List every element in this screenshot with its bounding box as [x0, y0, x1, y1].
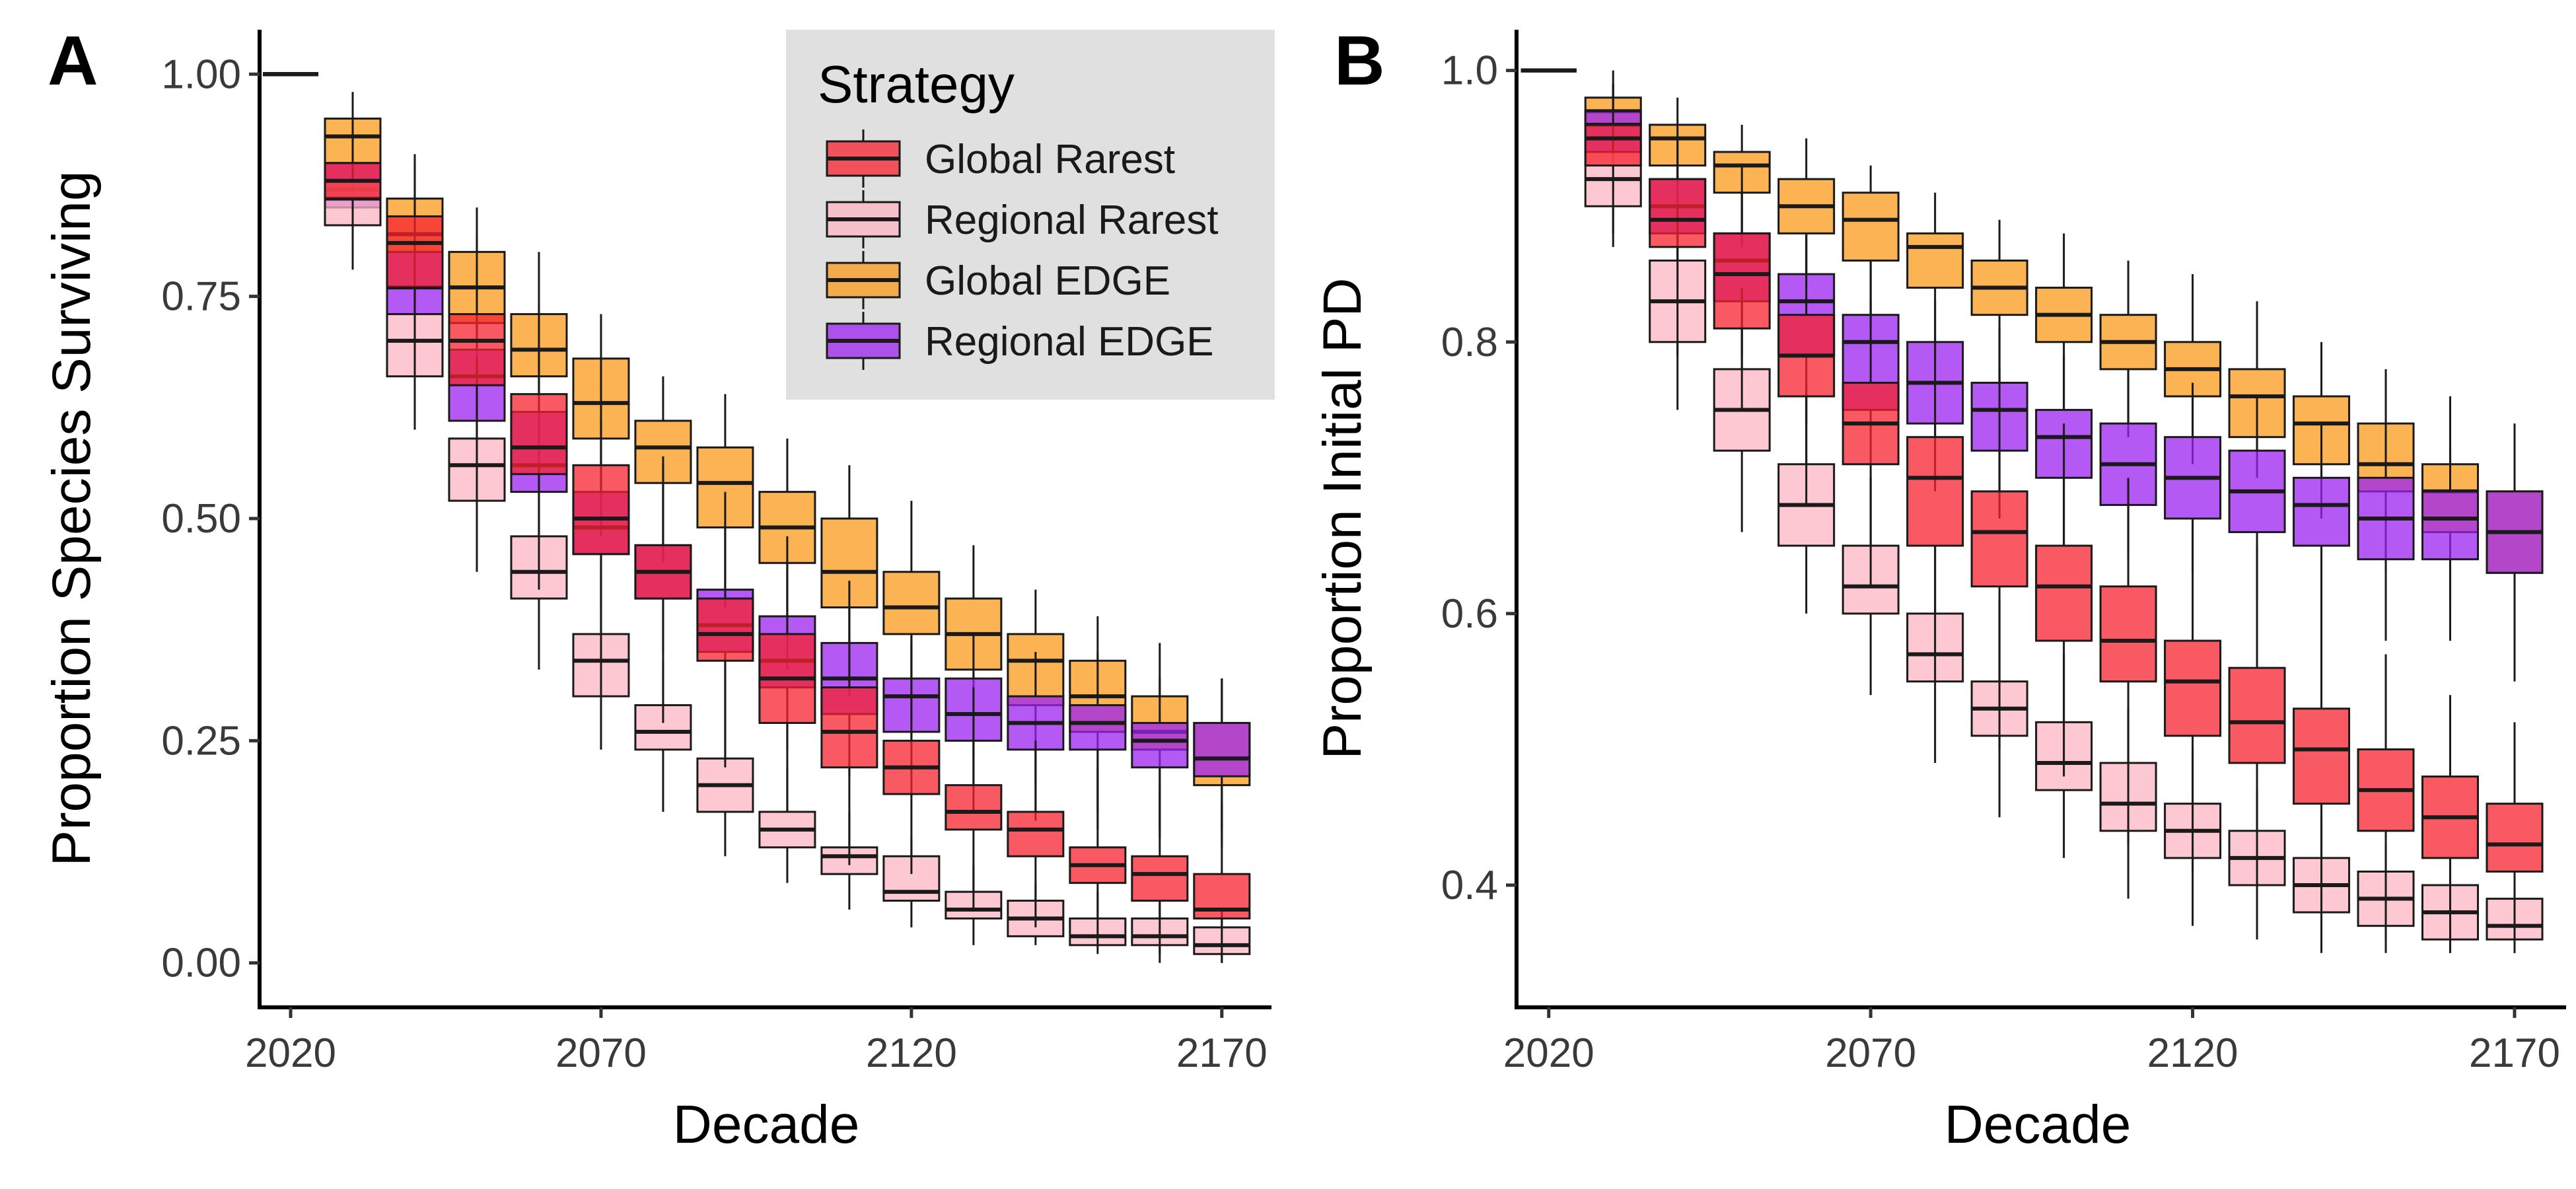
- panel-a-global-rarest-2170-box: [1193, 873, 1251, 919]
- panel-b-global-rarest-2120-box: [2164, 639, 2222, 737]
- panel-b-x-tick-label-3: 2170: [2469, 1030, 2560, 1076]
- panel-b-global-rarest-2030-box: [1584, 124, 1642, 167]
- panel-a-global-rarest-2040-box: [386, 215, 444, 289]
- legend-title: Strategy: [818, 55, 1015, 114]
- panel-b-y-tick-label-3: 1.0: [1441, 48, 1498, 94]
- panel-b-global-rarest-2050-box: [1713, 232, 1771, 330]
- panel-a-y-ticks: 0.00 0.25 0.50 0.75 1.00: [161, 52, 260, 986]
- panel-a-x-tick-label-2: 2120: [866, 1030, 957, 1076]
- panel-a-x-tick-label-1: 2070: [555, 1030, 647, 1076]
- panel-a-y-tick-label-0: 0.00: [161, 941, 241, 986]
- panel-a-x-tick-label-3: 2170: [1176, 1030, 1268, 1076]
- panel-a-global-rarest-2110-box: [820, 686, 878, 769]
- panel-a-global-rarest-2060-box: [510, 393, 568, 476]
- panel-a-global-rarest-2160-box: [1131, 855, 1189, 902]
- panel-b-x-tick-label-1: 2070: [1825, 1030, 1916, 1076]
- panel-a-axes: [258, 30, 1271, 1009]
- panel-b-y-tick-label-1: 0.6: [1441, 591, 1498, 637]
- panel-a-boxes: [262, 72, 1251, 963]
- panel-a-y-axis-title: Proportion Species Surviving: [42, 171, 102, 867]
- panel-b-global-rarest-2080-box: [1906, 436, 1964, 547]
- panel-b: B 0.4 0.6 0.8 1.0 2020 2070 2120 2170 Decade P…: [1312, 22, 2566, 1155]
- panel-a-x-ticks: 2020 2070 2120 2170: [245, 1007, 1268, 1076]
- panel-b-global-rarest-2140-box: [2293, 707, 2351, 805]
- panel-b-x-tick-label-2: 2120: [2147, 1030, 2238, 1076]
- panel-b-x-ticks: 2020 2070 2120 2170: [1503, 1007, 2560, 1076]
- panel-b-x-tick-label-0: 2020: [1503, 1030, 1594, 1076]
- panel-a-global-rarest-2130-box: [945, 784, 1003, 831]
- panel-a-global-rarest-2140-box: [1007, 811, 1065, 857]
- panel-a-x-tick-label-0: 2020: [245, 1030, 336, 1076]
- panel-b-global-rarest-2130-box: [2228, 667, 2286, 764]
- panel-a-regional-edge-2170-box: [1193, 721, 1251, 777]
- panel-a-letter: A: [48, 22, 98, 100]
- panel-a-global-rarest-2050-box: [448, 313, 506, 386]
- panel-a-regional-edge-2150-box: [1069, 704, 1127, 751]
- panel-b-global-rarest-2110-box: [2099, 585, 2157, 683]
- legend-label-regional-edge: Regional EDGE: [925, 319, 1214, 365]
- panel-a-y-tick-label-1: 0.25: [161, 718, 241, 764]
- legend-entries: Global Rarest Regional Rarest Global EDGE R…: [826, 129, 1219, 370]
- panel-a-x-axis-title: Decade: [673, 1095, 860, 1155]
- panel-b-global-rarest-2040-box: [1649, 178, 1707, 248]
- panel-b-x-axis-title: Decade: [1945, 1095, 2131, 1155]
- panel-b-y-axis-title: Proportion Initial PD: [1312, 277, 1373, 759]
- legend-label-global-rarest: Global Rarest: [925, 137, 1175, 182]
- legend-label-regional-rarest: Regional Rarest: [925, 198, 1219, 243]
- panel-b-global-edge-2070-box: [1842, 192, 1900, 262]
- panel-b-global-rarest-2170-box: [2486, 803, 2544, 873]
- panel-a-global-rarest-2070-box: [572, 464, 630, 556]
- panel-b-axes: [1515, 30, 2566, 1009]
- legend-label-global-edge: Global EDGE: [925, 258, 1170, 304]
- panel-a-regional-edge-2160-box: [1131, 721, 1189, 769]
- panel-a-y-tick-label-3: 0.75: [161, 274, 241, 320]
- panel-a-global-rarest-2090-box: [696, 597, 754, 662]
- panel-b-boxes: [1521, 68, 2544, 953]
- panel-a-global-edge-2120-box: [882, 571, 941, 635]
- panel-b-regional-edge-2160-box: [2421, 490, 2480, 561]
- panel-b-letter: B: [1334, 22, 1385, 100]
- panel-a-y-tick-label-2: 0.50: [161, 496, 241, 542]
- panel-b-y-ticks: 0.4 0.6 0.8 1.0: [1441, 48, 1517, 908]
- panel-b-global-rarest-2100-box: [2035, 544, 2093, 642]
- panel-b-y-tick-label-0: 0.4: [1441, 863, 1498, 908]
- panel-b-y-tick-label-2: 0.8: [1441, 320, 1498, 365]
- panel-a-y-tick-label-4: 1.00: [161, 52, 241, 97]
- panel-b-regional-edge-2140-box: [2293, 476, 2351, 547]
- panel-b-global-edge-2080-box: [1906, 232, 1964, 289]
- panel-a: A 0.000.250.500.751.00 2020 2070 2120 2170 …: [42, 22, 1271, 1155]
- panel-b-global-rarest-2090-box: [1970, 490, 2028, 588]
